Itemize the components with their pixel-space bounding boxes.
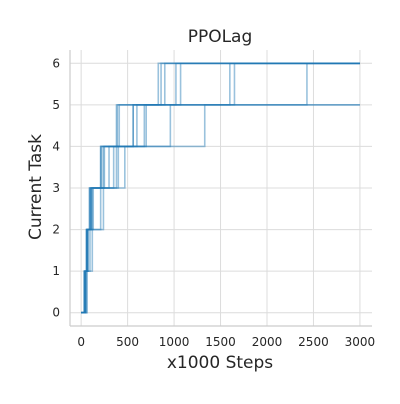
y-tick-label: 4 [52, 139, 60, 153]
y-axis-label: Current Task [26, 134, 46, 240]
x-tick-label: 500 [116, 335, 139, 349]
series-line-10 [81, 62, 360, 314]
series-line-2 [81, 62, 360, 314]
x-tick-label: 0 [77, 335, 85, 349]
x-tick-label: 2500 [298, 335, 329, 349]
y-tick-label: 1 [52, 264, 60, 278]
x-axis-label: x1000 Steps [167, 353, 273, 373]
series-lines [81, 62, 360, 314]
series-line-1 [81, 62, 360, 314]
chart-title: PPOLag [188, 27, 253, 47]
y-tick-label: 3 [52, 181, 60, 195]
grid [70, 50, 372, 326]
y-tick-label: 2 [52, 223, 60, 237]
x-tick-label: 2000 [252, 335, 283, 349]
series-line-6 [81, 62, 360, 314]
axis-spines [69, 50, 372, 327]
series-line-4 [81, 62, 360, 314]
series-line-3 [81, 62, 360, 314]
series-line-8 [81, 104, 360, 314]
x-tick-label: 3000 [345, 335, 376, 349]
x-tick-label: 1500 [205, 335, 236, 349]
series-line-7 [81, 104, 360, 314]
tick-labels: 0 500 1000 1500 2000 2500 3000 0 1 2 3 4 5 6 [52, 56, 375, 349]
y-tick-label: 0 [52, 306, 60, 320]
y-tick-label: 5 [52, 98, 60, 112]
series-line-5 [81, 62, 360, 314]
series-line-9 [81, 62, 360, 314]
x-tick-label: 1000 [159, 335, 190, 349]
y-tick-label: 6 [52, 56, 60, 70]
